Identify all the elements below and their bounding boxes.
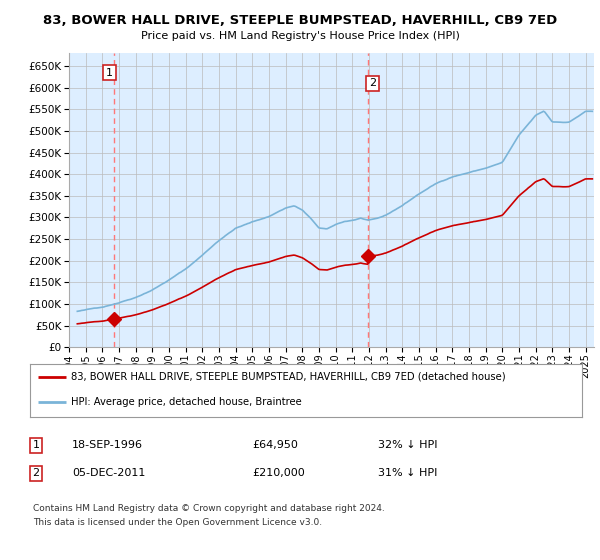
Text: 32% ↓ HPI: 32% ↓ HPI [378,440,437,450]
Text: HPI: Average price, detached house, Braintree: HPI: Average price, detached house, Brai… [71,397,302,407]
Text: 31% ↓ HPI: 31% ↓ HPI [378,468,437,478]
Text: Contains HM Land Registry data © Crown copyright and database right 2024.: Contains HM Land Registry data © Crown c… [33,504,385,513]
Text: 05-DEC-2011: 05-DEC-2011 [72,468,145,478]
Text: £64,950: £64,950 [252,440,298,450]
Text: 1: 1 [106,68,113,78]
Text: 83, BOWER HALL DRIVE, STEEPLE BUMPSTEAD, HAVERHILL, CB9 7ED: 83, BOWER HALL DRIVE, STEEPLE BUMPSTEAD,… [43,14,557,27]
Text: 18-SEP-1996: 18-SEP-1996 [72,440,143,450]
Text: 2: 2 [369,78,376,88]
Text: 83, BOWER HALL DRIVE, STEEPLE BUMPSTEAD, HAVERHILL, CB9 7ED (detached house): 83, BOWER HALL DRIVE, STEEPLE BUMPSTEAD,… [71,372,506,382]
Text: This data is licensed under the Open Government Licence v3.0.: This data is licensed under the Open Gov… [33,518,322,527]
Text: £210,000: £210,000 [252,468,305,478]
Text: 1: 1 [32,440,40,450]
Text: Price paid vs. HM Land Registry's House Price Index (HPI): Price paid vs. HM Land Registry's House … [140,31,460,41]
Text: 2: 2 [32,468,40,478]
